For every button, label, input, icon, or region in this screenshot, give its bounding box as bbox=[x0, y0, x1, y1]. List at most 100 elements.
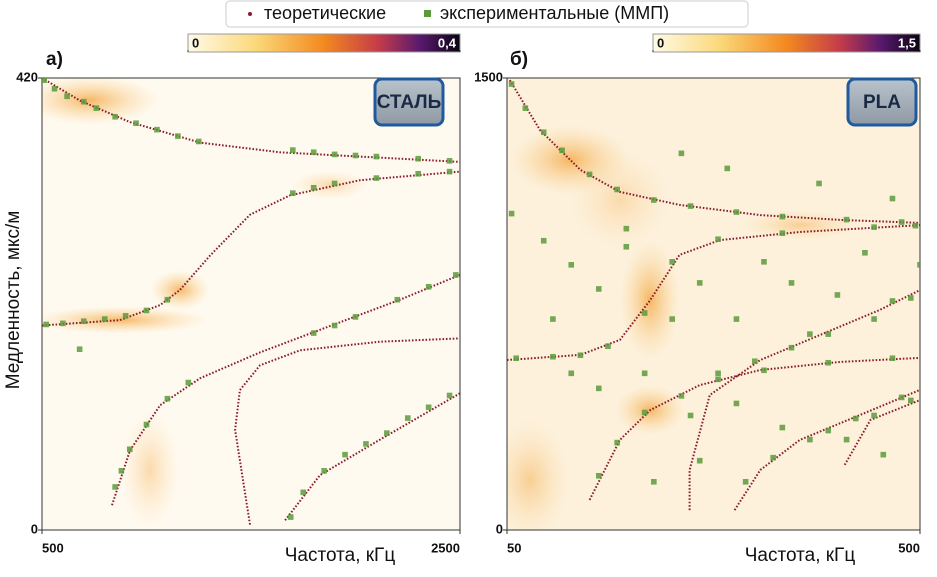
experimental-point bbox=[871, 316, 877, 322]
experimental-point bbox=[651, 478, 657, 485]
experimental-point bbox=[508, 210, 515, 217]
experimental-point bbox=[384, 430, 390, 436]
experimental-point bbox=[93, 105, 100, 111]
experimental-point bbox=[568, 262, 575, 268]
experimental-point bbox=[513, 355, 519, 362]
experimental-point bbox=[724, 165, 731, 172]
experimental-point bbox=[687, 412, 694, 419]
panel-label: б) bbox=[510, 49, 528, 70]
experimental-point bbox=[577, 352, 584, 359]
y-tick-label: 1500 bbox=[474, 69, 503, 84]
legend-label: теоретические bbox=[264, 3, 386, 23]
x-tick-label: 500 bbox=[42, 540, 64, 555]
plot-frame bbox=[41, 77, 461, 531]
experimental-point bbox=[825, 331, 832, 337]
plot-data bbox=[42, 78, 460, 525]
experimental-point bbox=[446, 392, 453, 399]
experimental-point bbox=[779, 213, 786, 220]
experimental-point bbox=[290, 190, 296, 196]
experimental-point bbox=[908, 295, 914, 301]
experimental-point bbox=[605, 343, 611, 349]
experimental-point bbox=[586, 171, 593, 178]
experimental-point bbox=[415, 170, 421, 177]
experimental-point bbox=[118, 468, 125, 474]
experimental-point bbox=[195, 138, 202, 145]
experimental-point bbox=[669, 316, 675, 322]
y-axis-title: Медленность, мкс/м bbox=[3, 211, 24, 390]
experimental-point bbox=[742, 478, 749, 485]
y-tick-label: 420 bbox=[16, 69, 38, 84]
experimental-point bbox=[595, 472, 602, 479]
experimental-point bbox=[112, 113, 118, 120]
experimental-point bbox=[568, 370, 575, 377]
experimental-point bbox=[696, 457, 703, 464]
experimental-point bbox=[101, 316, 108, 322]
x-tick-label: 50 bbox=[507, 540, 521, 555]
experimental-point bbox=[880, 451, 887, 458]
experimental-point bbox=[373, 175, 380, 181]
experimental-point bbox=[446, 158, 453, 164]
experimental-point bbox=[175, 133, 181, 139]
x-tick-label: 500 bbox=[898, 540, 920, 555]
experimental-point bbox=[64, 93, 70, 100]
experimental-point bbox=[352, 152, 359, 159]
experimental-point bbox=[154, 126, 160, 133]
experimental-point bbox=[331, 180, 338, 187]
legend-label: экспериментальные (ММП) bbox=[440, 3, 669, 23]
experimental-point bbox=[651, 197, 657, 203]
experimental-point bbox=[373, 153, 380, 160]
experimental-point bbox=[898, 394, 905, 401]
experimental-point bbox=[550, 316, 556, 322]
x-tick-label: 2500 bbox=[431, 540, 460, 555]
experimental-point bbox=[342, 451, 348, 458]
experimental-point bbox=[779, 230, 786, 236]
experimental-point bbox=[752, 358, 758, 365]
material-badge bbox=[373, 77, 445, 127]
experimental-point bbox=[290, 147, 296, 153]
experimental-point bbox=[352, 314, 359, 320]
experimental-point bbox=[623, 225, 630, 232]
material-badge-label: СТАЛЬ bbox=[377, 92, 442, 113]
experimental-point bbox=[300, 489, 307, 496]
experimental-point bbox=[540, 129, 547, 136]
legend-marker bbox=[248, 12, 252, 16]
experimental-point bbox=[126, 446, 133, 453]
experimental-point bbox=[788, 344, 795, 351]
experimental-point bbox=[788, 280, 795, 286]
experimental-point bbox=[425, 283, 432, 290]
experimental-point bbox=[164, 296, 171, 303]
experimental-point bbox=[898, 219, 905, 225]
experimental-point bbox=[852, 415, 859, 422]
colorbar bbox=[187, 33, 461, 53]
experimental-point bbox=[310, 184, 317, 191]
plot-frame bbox=[506, 77, 921, 531]
experimental-point bbox=[687, 203, 694, 209]
experimental-point bbox=[540, 237, 547, 244]
colorbar-tick-label: 1,5 bbox=[898, 35, 916, 50]
experimental-point bbox=[331, 151, 338, 158]
colorbar-tick-label: 0 bbox=[657, 35, 664, 50]
experimental-point bbox=[321, 468, 327, 474]
experimental-point bbox=[614, 186, 620, 193]
experimental-point bbox=[404, 415, 411, 421]
experimental-point bbox=[453, 272, 459, 278]
experimental-point bbox=[816, 180, 822, 187]
experimental-point bbox=[889, 355, 896, 362]
y-tick-label: 0 bbox=[31, 521, 38, 536]
experimental-point bbox=[522, 105, 529, 111]
experimental-point bbox=[143, 421, 150, 428]
y-tick-label: 0 bbox=[496, 521, 503, 536]
experimental-point bbox=[595, 385, 602, 392]
experimental-point bbox=[715, 376, 721, 383]
experimental-point bbox=[425, 404, 432, 411]
experimental-point bbox=[779, 424, 786, 431]
experimental-point bbox=[678, 150, 685, 157]
experimental-point bbox=[825, 427, 832, 434]
experimental-point bbox=[733, 400, 740, 407]
colorbar-tick-label: 0 bbox=[192, 35, 199, 50]
x-axis-title: Частота, кГц bbox=[745, 545, 856, 566]
experimental-point bbox=[917, 262, 920, 268]
experimental-point bbox=[81, 318, 87, 325]
experimental-point bbox=[559, 147, 565, 154]
